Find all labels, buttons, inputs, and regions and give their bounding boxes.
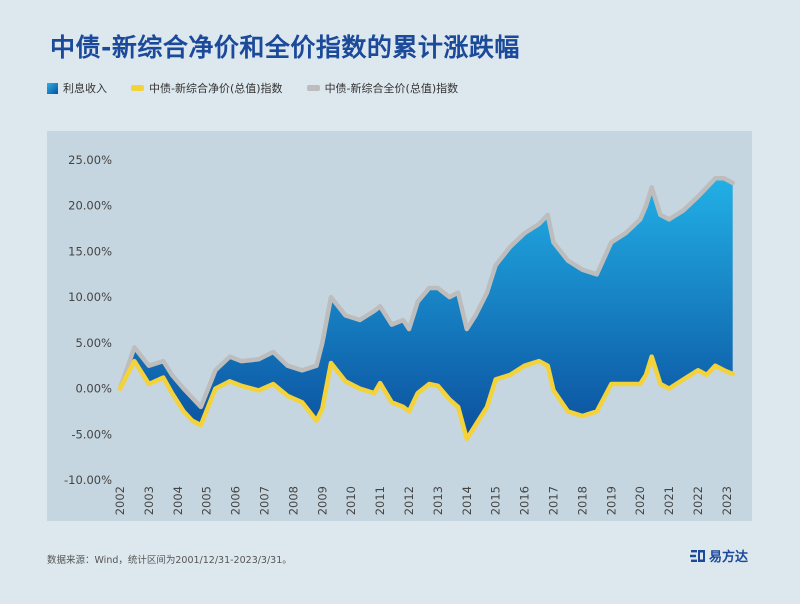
x-tick-label: 2009 [315,486,329,515]
x-tick-label: 2002 [113,486,127,515]
x-tick-label: 2010 [344,486,358,515]
brand-name: 易方达 [709,550,749,565]
x-tick-label: 2020 [633,486,647,515]
x-tick-label: 2014 [460,486,474,515]
x-tick-label: 2012 [402,486,416,515]
plot-area [117,176,735,442]
y-tick-label: 10.00% [68,290,112,304]
legend-item-full: 中债-新综合全价(总值)指数 [306,80,459,96]
legend-swatch-interest [47,82,58,94]
y-tick-label: -5.00% [71,427,112,441]
x-tick-label: 2005 [200,486,214,515]
x-tick-label: 2013 [431,486,445,515]
chart-svg: 25.00% 20.00% 15.00% 10.00% 5.00% 0.00% -5.00%… [64,153,735,515]
x-tick-label: 2015 [489,486,503,515]
x-tick-label: 2006 [229,486,243,515]
legend-swatch-net [131,85,144,91]
y-tick-label: 0.00% [75,382,112,396]
legend-item-interest: 利息收入 [47,80,107,96]
y-tick-label: 20.00% [68,199,112,213]
x-tick-label: 2017 [546,486,560,515]
bottom-bar [0,592,800,604]
x-axis: 2002 2003 2004 2005 2006 2007 2008 2009 2010 2011… [113,486,734,515]
data-source-note: 数据来源：Wind，统计区间为2001/12/31-2023/3/31。 [47,555,292,566]
x-tick-label: 2016 [518,486,532,515]
x-tick-label: 2022 [691,486,705,515]
legend-swatch-full [306,85,320,91]
brand: 易方达 [690,546,748,565]
brand-logo-icon [690,549,705,562]
y-tick-label: 25.00% [68,153,112,167]
legend-label-full: 中债-新综合全价(总值)指数 [324,82,459,95]
x-tick-label: 2019 [604,486,618,515]
net-price-index-line [117,354,735,442]
legend: 利息收入 中债-新综合净价(总值)指数 中债-新综合全价(总值)指数 [47,80,482,96]
y-tick-label: 15.00% [68,244,112,258]
legend-label-interest: 利息收入 [63,82,107,95]
legend-label-net: 中债-新综合净价(总值)指数 [149,82,283,95]
x-tick-label: 2011 [373,486,387,515]
y-axis: 25.00% 20.00% 15.00% 10.00% 5.00% 0.00% -5.00%… [64,153,112,487]
full-price-index-line [117,176,735,410]
x-tick-label: 2021 [662,486,676,515]
x-tick-label: 2007 [257,486,271,515]
interest-income-area [120,178,733,439]
x-tick-label: 2008 [286,486,300,515]
x-tick-label: 2023 [720,486,734,515]
x-tick-label: 2003 [142,486,156,515]
y-tick-label: 5.00% [75,336,112,350]
y-tick-label: -10.00% [64,473,112,487]
chart-title: 中债-新综合净价和全价指数的累计涨跌幅 [50,33,520,62]
x-tick-label: 2018 [575,486,589,515]
chart-panel: 25.00% 20.00% 15.00% 10.00% 5.00% 0.00% -5.00%… [47,131,752,521]
legend-item-net: 中债-新综合净价(总值)指数 [131,80,283,96]
x-tick-label: 2004 [171,486,185,515]
